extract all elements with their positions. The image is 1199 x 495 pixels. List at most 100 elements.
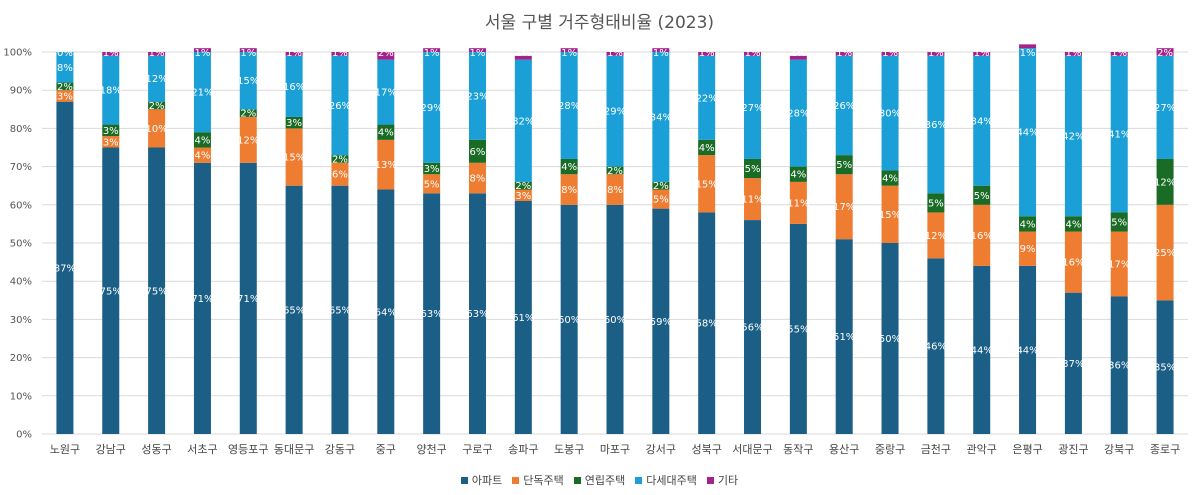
bar-segment	[193, 52, 211, 133]
bar-segment	[56, 52, 74, 83]
data-label: 23%	[466, 91, 488, 102]
data-label: 1%	[699, 48, 715, 59]
data-label: 1%	[882, 48, 898, 59]
data-label: 3%	[515, 191, 531, 202]
x-tick-label: 동대문구	[274, 443, 314, 456]
chart-title: 서울 구별 거주형태비율 (2023)	[484, 13, 715, 33]
data-label: 44%	[1016, 128, 1038, 139]
bar-segment	[285, 116, 303, 129]
bar-segment	[331, 162, 349, 186]
data-label: 50%	[879, 334, 901, 345]
bar-segment	[744, 178, 762, 221]
data-label: 28%	[558, 101, 580, 112]
data-label: 21%	[191, 88, 213, 99]
data-label: 36%	[1108, 361, 1130, 372]
y-tick-label: 50%	[10, 239, 32, 250]
bar-segment	[927, 258, 945, 434]
data-label: 64%	[375, 307, 397, 318]
data-label: 1%	[470, 48, 486, 59]
bar-segment	[56, 90, 74, 102]
data-label: 5%	[928, 198, 944, 209]
data-label: 30%	[879, 109, 901, 120]
data-label: 71%	[191, 294, 213, 305]
data-label: 11%	[741, 195, 763, 206]
chart-legend: 아파트 단독주택 연립주택 다세대주택 기타	[0, 472, 1199, 488]
legend-item: 단독주택	[512, 472, 564, 488]
bar-segment	[927, 52, 945, 56]
data-label: 26%	[329, 101, 351, 112]
data-label: 1%	[928, 48, 944, 59]
data-label: 15%	[879, 210, 901, 221]
bar-segment	[514, 189, 532, 201]
bar-segment	[789, 181, 807, 224]
legend-item: 연립주택	[573, 472, 625, 488]
bar-segment	[514, 181, 532, 190]
bar-segment	[927, 193, 945, 213]
bar-segment	[514, 59, 532, 182]
x-tick-label: 은평구	[1012, 443, 1042, 456]
bar-segment	[148, 52, 166, 56]
bar-segment	[560, 48, 578, 52]
bar-segment	[881, 55, 899, 171]
data-label: 1%	[974, 48, 990, 59]
data-label: 44%	[1016, 345, 1038, 356]
data-label: 9%	[1020, 244, 1036, 255]
legend-item: 기타	[706, 472, 738, 488]
data-label: 60%	[604, 315, 626, 326]
bar-segment	[285, 52, 303, 56]
bar-segment	[1110, 296, 1128, 434]
bar-segment	[102, 124, 120, 137]
data-label: 3%	[103, 126, 119, 137]
bar-segment	[468, 48, 486, 52]
data-label: 4%	[378, 128, 394, 139]
y-tick-label: 60%	[10, 200, 32, 211]
data-label: 15%	[283, 153, 305, 164]
bar-segment	[652, 52, 670, 182]
bar-segment	[606, 55, 624, 167]
bar-segment	[835, 174, 853, 240]
data-label: 65%	[283, 305, 305, 316]
data-label: 4%	[195, 151, 211, 162]
data-label: 27%	[1154, 103, 1176, 114]
data-label: 5%	[745, 164, 761, 175]
data-label: 4%	[561, 162, 577, 173]
data-label: 60%	[558, 315, 580, 326]
x-tick-label: 서대문구	[732, 443, 772, 456]
bar-segment	[973, 265, 991, 434]
bar-segment	[927, 55, 945, 194]
data-label: 17%	[375, 88, 397, 99]
bar-segment	[927, 212, 945, 259]
data-label: 1%	[195, 48, 211, 59]
bar-segment	[606, 174, 624, 205]
bar-segment	[1110, 231, 1128, 297]
data-label: 42%	[1062, 132, 1084, 143]
bar-segment	[56, 82, 74, 91]
data-label: 10%	[145, 124, 167, 135]
data-label: 41%	[1108, 130, 1130, 141]
x-tick-label: 중구	[376, 443, 396, 456]
data-label: 51%	[833, 332, 855, 343]
data-label: 32%	[512, 116, 534, 127]
data-label: 2%	[378, 48, 394, 59]
data-label: 8%	[57, 63, 73, 74]
data-label: 1%	[790, 48, 806, 59]
data-label: 1%	[607, 48, 623, 59]
y-tick-label: 100%	[3, 48, 32, 59]
bar-segment	[1064, 216, 1082, 232]
bar-segment	[331, 185, 349, 434]
bar-segment	[423, 162, 441, 175]
bar-segment	[148, 109, 166, 148]
bar-segment	[560, 204, 578, 434]
bar-segment	[698, 155, 716, 213]
bar-segment	[606, 166, 624, 175]
data-label: 61%	[512, 313, 534, 324]
data-label: 36%	[925, 120, 947, 131]
data-label: 1%	[836, 48, 852, 59]
bar-segment	[1110, 212, 1128, 232]
data-label: 28%	[787, 109, 809, 120]
y-tick-label: 20%	[10, 353, 32, 364]
bar-segment	[744, 55, 762, 159]
data-label: 16%	[283, 82, 305, 93]
bar-segment	[102, 55, 120, 125]
data-label: 1%	[1111, 48, 1127, 59]
